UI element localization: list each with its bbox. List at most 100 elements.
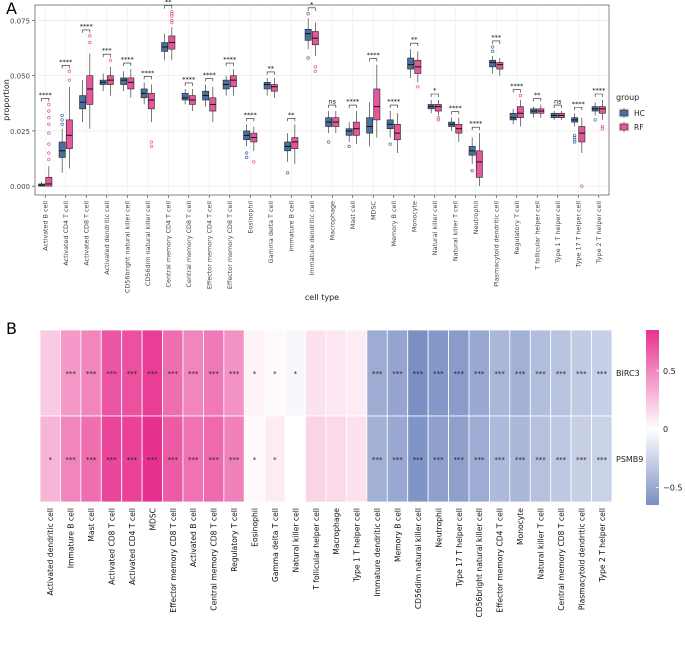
outlier-point [47,158,51,162]
box-group: *** [99,47,114,96]
x-tick-label: Memory B cell [390,201,398,247]
outlier-point [47,142,51,146]
box-group: **** [181,75,196,112]
outlier-point [306,12,310,16]
significance-bracket [123,62,132,67]
box-group: ** [263,64,278,98]
significance-bracket [164,5,173,9]
heatmap-col-label: T follicular helper cell [312,508,321,591]
outlier-point [491,45,495,49]
box-group: **** [509,82,524,127]
significance-bracket [61,64,70,69]
box-hc [120,77,128,85]
significance-label: **** [141,69,155,77]
outlier-point [47,122,51,126]
outlier-point [47,109,51,113]
heatmap-col-label: Natural killer cell [291,508,300,572]
significance-bracket [348,104,357,109]
heatmap-star: *** [392,456,403,464]
legend-item-label: RF [634,123,644,132]
x-tick-label: Effector memory CD4 T cell [205,201,213,289]
significance-label: **** [182,75,196,83]
box-group: ** [284,111,299,175]
x-tick-label: Regulatory T cell [513,201,521,255]
heatmap-star: * [273,456,277,464]
heatmap-col-label: Regulatory T cell [230,508,239,572]
heatmap-col-label: Type 1 T helper cell [353,508,362,583]
outlier-point [436,118,441,122]
heatmap-col-label: Immature dendritic cell [373,508,382,597]
box-group: **** [468,120,483,187]
significance-bracket [266,71,275,75]
heatmap-col-label: Mast cell [87,508,96,542]
heatmap-star: *** [147,370,158,378]
box-group: **** [243,111,258,164]
heatmap-star: *** [208,456,219,464]
heatmap-star: *** [65,456,76,464]
heatmap-col-label: Central memory CD8 T cell [210,508,219,611]
heatmap-star: *** [127,456,138,464]
x-tick-label: Gamma delta T cell [267,201,275,264]
significance-label: ns [554,98,562,106]
significance-label: **** [244,111,258,119]
heatmap-star: *** [188,456,199,464]
heatmap-star: *** [454,370,465,378]
significance-bracket [594,93,603,97]
outlier-point [67,69,71,73]
x-tick-label: Type 2 T helper cell [595,201,603,264]
significance-bracket [430,93,439,97]
box-rf [291,137,299,149]
significance-bracket [512,89,521,93]
heatmap-col-label: Monocyte [516,508,525,545]
outlier-point [88,40,92,45]
outlier-point [313,65,318,69]
significance-bracket [492,40,501,44]
heatmap-star: *** [392,370,403,378]
significance-bracket [553,104,562,109]
heatmap-star: * [48,456,52,464]
outlier-point [170,21,174,25]
heatmap-col-label: Eosinophil [251,508,260,547]
significance-label: **** [572,100,586,108]
outlier-point [170,9,174,14]
outlier-point [170,18,174,23]
heatmap-col-label: Gamma delta T cell [271,508,280,582]
box-group: * [427,87,442,122]
box-group: ** [161,0,176,61]
box-group: **** [366,51,381,147]
outlier-point [47,151,51,155]
x-tick-label: Type 1 T helper cell [554,201,562,264]
heatmap-star: *** [556,370,567,378]
box-rf [578,126,586,143]
heatmap-col-label: Activated dendritic cell [46,508,55,595]
outlier-point [60,113,64,118]
x-tick-label: CD56dim natural killer cell [144,201,152,286]
heatmap-star: *** [86,370,97,378]
box-rf [393,124,401,141]
x-tick-label: MDSC [369,200,377,219]
box-group: **** [79,22,94,129]
y-tick-label: 0.025 [10,128,30,136]
heatmap-star: *** [413,456,424,464]
outlier-point [573,135,577,140]
outlier-point [47,116,51,120]
box-hc [366,117,374,134]
significance-bracket [143,76,152,80]
outlier-point [149,144,154,149]
box-hc [58,141,66,158]
heatmap-star: *** [413,370,424,378]
panel-b-label: B [6,319,17,338]
significance-bracket [246,118,255,122]
heatmap-star: * [294,370,298,378]
significance-label: **** [59,58,73,66]
heatmap-col-label: Immature B cell [67,508,76,568]
significance-bracket [41,98,50,102]
heatmap-col-label: Type 2 T helper cell [598,508,607,583]
box-rf [434,104,442,112]
legend-item-label: HC [634,109,645,118]
heatmap-col-label: Effector memory CD4 T cell [496,508,505,613]
x-tick-label: Immature B cell [287,201,295,252]
x-tick-label: Natural killer cell [431,201,439,255]
x-tick-label: Activated CD8 T cell [82,201,90,266]
